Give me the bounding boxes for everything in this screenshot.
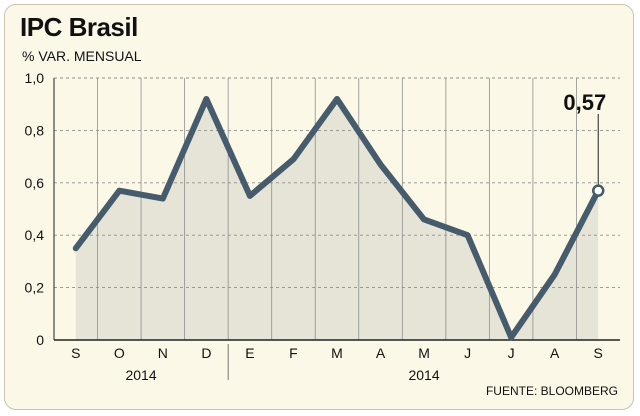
y-tick-label: 1,0 <box>25 70 45 86</box>
x-tick-label: E <box>245 345 254 361</box>
x-tick-label: O <box>114 345 125 361</box>
chart-title: IPC Brasil <box>20 12 138 42</box>
chart-subtitle: % VAR. MENSUAL <box>22 48 142 64</box>
x-tick-label: S <box>594 345 603 361</box>
x-tick-label: D <box>201 345 211 361</box>
x-tick-label: A <box>550 345 560 361</box>
x-tick-label: A <box>376 345 386 361</box>
x-tick-label: S <box>71 345 80 361</box>
area-fill <box>75 98 599 341</box>
y-tick-label: 0,6 <box>25 175 45 191</box>
annotated-point <box>591 184 605 197</box>
series-line <box>72 95 602 341</box>
year-label: 2014 <box>408 367 439 383</box>
source-note: FUENTE: BLOOMBERG <box>485 384 618 398</box>
y-tick-label: 0,2 <box>25 280 45 296</box>
year-label: 2014 <box>125 367 156 383</box>
x-tick-label: J <box>508 345 515 361</box>
data-label: 0,57 <box>563 90 606 115</box>
y-tick-label: 0,8 <box>25 122 45 138</box>
x-tick-label: F <box>289 345 298 361</box>
y-tick-label: 0,4 <box>25 227 45 243</box>
x-tick-label: N <box>158 345 168 361</box>
x-tick-label: J <box>464 345 471 361</box>
x-tick-label: M <box>418 345 430 361</box>
x-tick-label: M <box>331 345 343 361</box>
y-tick-label: 0 <box>36 332 44 348</box>
